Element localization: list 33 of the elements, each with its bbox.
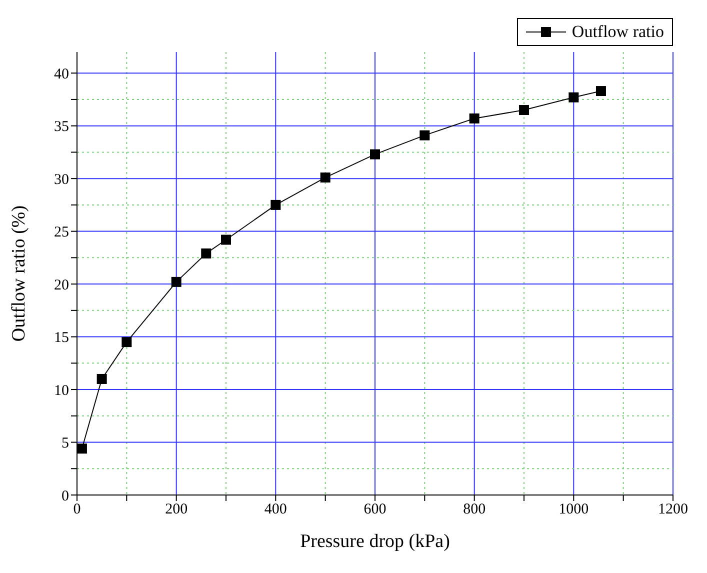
point xyxy=(122,337,132,348)
point xyxy=(77,444,87,454)
x-tick-label: 1000 xyxy=(558,502,589,518)
x-tick-label: 400 xyxy=(264,502,287,518)
y-tick-label: 35 xyxy=(54,119,69,136)
y-tick-label: 20 xyxy=(54,277,69,294)
x-tick-label: 0 xyxy=(73,502,81,518)
y-axis-title: Outflow ratio (%) xyxy=(8,205,30,342)
y-tick-label: 5 xyxy=(62,436,69,452)
point xyxy=(201,248,212,258)
y-tick-label: 0 xyxy=(62,488,69,504)
x-tick-label: 1200 xyxy=(658,502,688,518)
y-tick-label: 30 xyxy=(54,172,69,188)
y-tick-label: 15 xyxy=(54,330,69,346)
point xyxy=(320,172,330,183)
point xyxy=(519,105,529,116)
point xyxy=(221,234,231,245)
x-tick-label: 600 xyxy=(364,502,386,518)
y-tick-label: 25 xyxy=(54,224,69,241)
x-tick-label: 800 xyxy=(463,502,486,518)
point xyxy=(171,276,182,287)
point xyxy=(568,92,579,102)
point xyxy=(596,86,606,96)
point xyxy=(469,113,480,124)
point xyxy=(270,200,281,210)
x-tick-label: 200 xyxy=(165,502,188,518)
x-axis-title: Pressure drop (kPa) xyxy=(300,531,450,552)
point xyxy=(420,130,430,140)
y-tick-label: 40 xyxy=(54,66,69,82)
point xyxy=(370,149,380,160)
legend-label: Outflow ratio xyxy=(572,22,664,42)
y-tick-label: 10 xyxy=(54,382,69,399)
point xyxy=(96,374,107,384)
